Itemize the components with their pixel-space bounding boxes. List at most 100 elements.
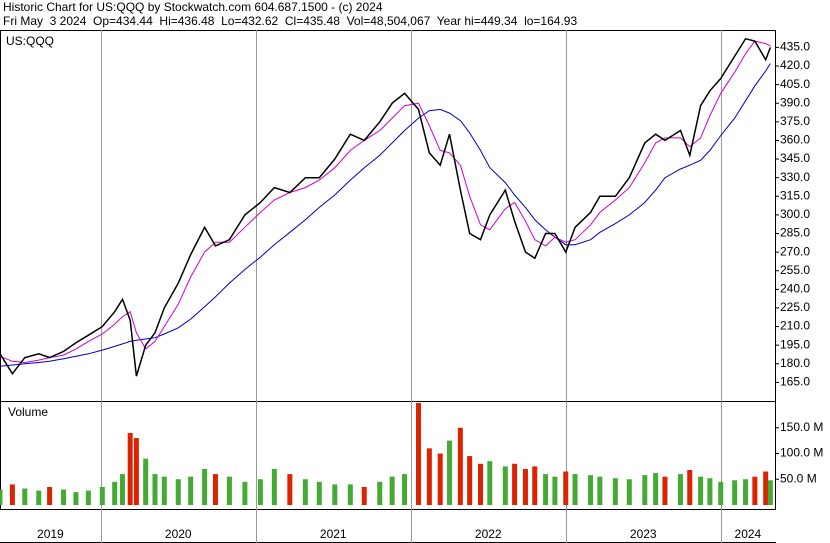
- volume-bar: [512, 463, 518, 505]
- y-tick-label: 420.0: [780, 58, 810, 72]
- y-tick-label: 300.0: [780, 207, 810, 221]
- volume-bar: [133, 438, 139, 505]
- x-tick-label: 2023: [630, 527, 657, 541]
- volume-bar: [467, 456, 473, 505]
- volume-bar: [662, 476, 668, 505]
- volume-bar: [226, 476, 232, 505]
- volume-bar: [316, 481, 322, 505]
- volume-bar: [522, 468, 528, 505]
- volume-bar: [543, 474, 549, 505]
- volume-bar: [416, 403, 421, 505]
- volume-bar: [732, 480, 738, 505]
- y-tick-label: 345.0: [780, 151, 810, 165]
- volume-bar: [563, 471, 569, 505]
- volume-bar: [437, 453, 443, 505]
- y-tick-label: 255.0: [780, 263, 810, 277]
- price-line: [0, 40, 771, 364]
- volume-bar: [653, 473, 659, 505]
- volume-bar: [47, 486, 53, 505]
- volume-bar: [212, 474, 218, 505]
- volume-bar: [532, 466, 538, 505]
- y-tick-label: 240.0: [780, 281, 810, 295]
- volume-bar: [718, 481, 724, 505]
- y-tick-label: 390.0: [780, 95, 810, 109]
- price-line: [0, 37, 772, 377]
- volume-bar: [402, 474, 408, 505]
- volume-bar: [426, 448, 432, 505]
- y-tick-label: 270.0: [780, 244, 810, 258]
- volume-bar: [457, 427, 463, 505]
- volume-bar: [698, 476, 704, 505]
- volume-bar: [687, 469, 693, 505]
- chart-title: Historic Chart for US:QQQ by Stockwatch.…: [3, 0, 383, 14]
- volume-bar: [202, 468, 208, 505]
- volume-bar: [22, 488, 28, 505]
- x-tick-label: 2024: [735, 527, 762, 541]
- y-tick-label: 100.0 M: [780, 446, 823, 460]
- y-tick-label: 330.0: [780, 170, 810, 184]
- y-tick-label: 165.0: [780, 375, 810, 389]
- y-tick-label: 285.0: [780, 226, 810, 240]
- volume-bar: [175, 479, 181, 505]
- volume-bar: [161, 476, 167, 505]
- volume-bar: [552, 476, 558, 505]
- y-tick-label: 225.0: [780, 300, 810, 314]
- volume-bar: [332, 484, 338, 505]
- volume-bar: [85, 490, 91, 505]
- y-tick-label: 435.0: [780, 40, 810, 54]
- volume-label: Volume: [8, 405, 48, 419]
- volume-bar: [271, 468, 277, 505]
- volume-bar: [588, 475, 594, 505]
- volume-bar: [752, 476, 758, 505]
- volume-bar: [377, 481, 383, 505]
- volume-bar: [743, 479, 749, 505]
- x-tick-label: 2019: [37, 527, 64, 541]
- volume-bar: [597, 476, 603, 505]
- x-tick-label: 2021: [320, 527, 347, 541]
- y-tick-label: 150.0 M: [780, 420, 823, 434]
- y-tick-label: 405.0: [780, 77, 810, 91]
- volume-bar: [626, 479, 632, 505]
- volume-bar: [143, 458, 149, 505]
- volume-bar: [36, 490, 42, 505]
- volume-bar: [0, 489, 3, 505]
- volume-bar: [612, 478, 618, 505]
- volume-bar: [487, 461, 493, 505]
- volume-bar: [127, 432, 133, 505]
- volume-bar: [389, 476, 395, 505]
- volume-bar: [242, 481, 248, 505]
- volume-bar: [677, 474, 683, 505]
- symbol-label: US:QQQ: [6, 34, 54, 48]
- volume-bar: [61, 489, 67, 505]
- volume-bar: [152, 474, 158, 505]
- volume-bar: [447, 440, 452, 505]
- y-tick-label: 50.0 M: [780, 471, 817, 485]
- volume-bar: [119, 474, 125, 505]
- price-line: [0, 63, 771, 367]
- volume-frame: [0, 401, 776, 510]
- volume-bar: [347, 484, 353, 505]
- volume-bar: [9, 484, 15, 505]
- y-tick-label: 315.0: [780, 188, 810, 202]
- volume-bar: [642, 475, 648, 505]
- y-tick-label: 360.0: [780, 133, 810, 147]
- y-tick-label: 195.0: [780, 337, 810, 351]
- volume-bar: [361, 486, 367, 505]
- x-tick-label: 2020: [165, 527, 192, 541]
- volume-bar: [287, 474, 293, 505]
- y-tick-label: 180.0: [780, 356, 810, 370]
- volume-bar: [707, 478, 713, 505]
- volume-bar: [502, 466, 508, 505]
- volume-bar: [257, 479, 263, 505]
- volume-bar: [763, 471, 769, 505]
- volume-bar: [572, 474, 578, 505]
- volume-bar: [112, 481, 118, 505]
- volume-bar: [478, 463, 483, 505]
- y-tick-label: 375.0: [780, 114, 810, 128]
- volume-bar: [302, 479, 308, 505]
- volume-bar: [767, 480, 773, 505]
- volume-bar: [99, 486, 105, 505]
- y-tick-label: 210.0: [780, 319, 810, 333]
